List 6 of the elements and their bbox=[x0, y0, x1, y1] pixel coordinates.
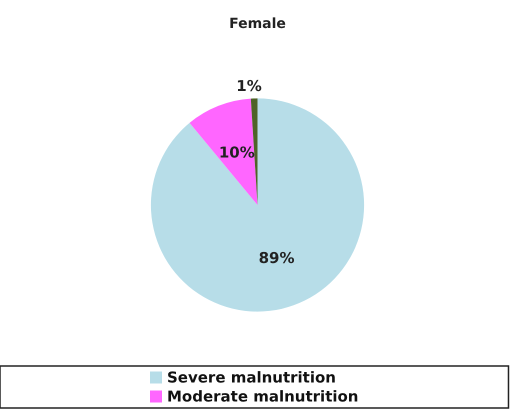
legend-label: Severe malnutrition bbox=[167, 368, 336, 386]
legend-label: Moderate malnutrition bbox=[167, 388, 358, 406]
data-label: 89% bbox=[258, 248, 295, 267]
data-label: 1% bbox=[236, 77, 262, 95]
chart-title: Female bbox=[229, 16, 286, 32]
data-label: 10% bbox=[218, 144, 255, 162]
